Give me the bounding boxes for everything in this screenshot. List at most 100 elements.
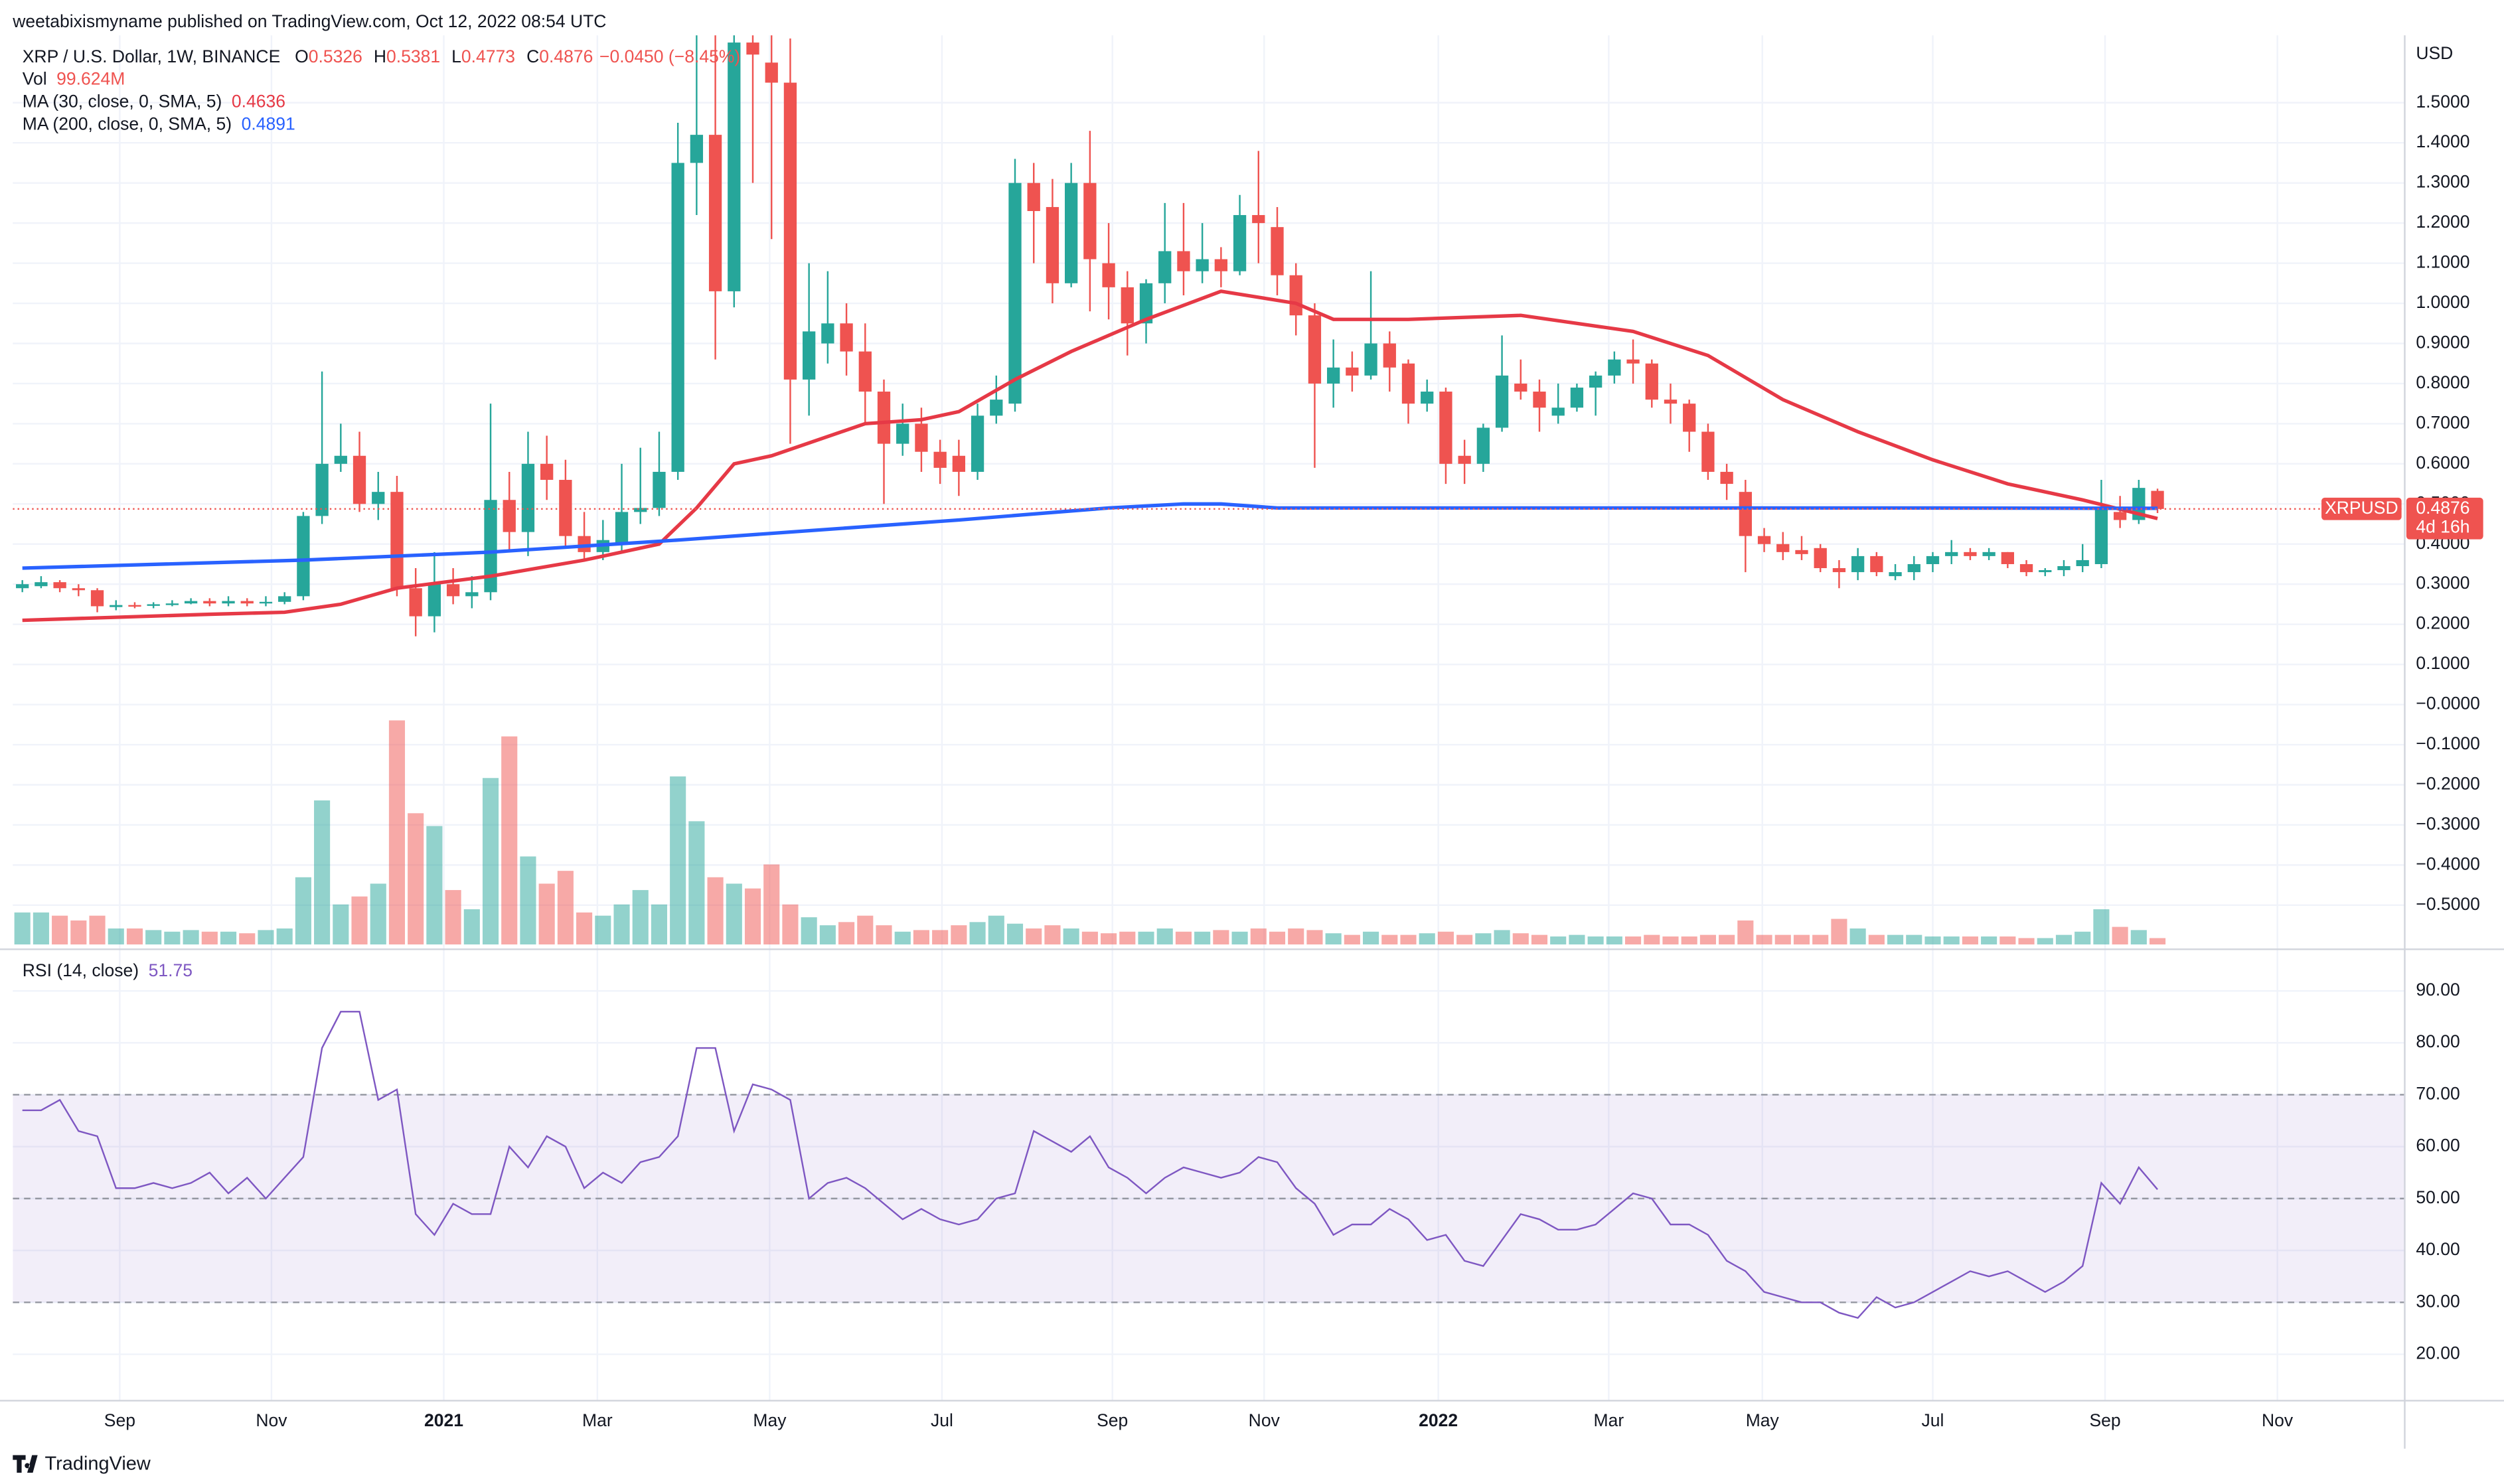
x-tick-label: Sep: [104, 1410, 135, 1430]
volume-bar: [1531, 934, 1548, 945]
candle-body: [72, 588, 85, 591]
volume-bar: [1063, 928, 1079, 945]
candle-body: [1720, 471, 1733, 484]
volume-bar: [1981, 936, 1997, 945]
x-tick-label: May: [1746, 1410, 1780, 1430]
y-tick-label: 1.0000: [2416, 292, 2469, 312]
volume-bar: [2130, 930, 2147, 945]
candle-body: [315, 463, 329, 516]
volume-bar: [333, 904, 349, 945]
candle-body: [783, 82, 797, 380]
candle-body: [1233, 215, 1247, 271]
candle-body: [1982, 552, 1995, 556]
candle-body: [1776, 544, 1790, 552]
rsi-tick-label: 70.00: [2416, 1083, 2460, 1103]
volume-bar: [1456, 934, 1473, 945]
candle-body: [1683, 404, 1696, 432]
candle-body: [1439, 392, 1452, 464]
volume-bar: [445, 890, 461, 945]
candle-body: [16, 584, 29, 589]
volume-bar: [2149, 938, 2166, 945]
candle-body: [634, 508, 647, 512]
volume-bar: [819, 925, 836, 945]
legend-ohlc-value: 0.4773: [461, 46, 515, 66]
candle-body: [1832, 568, 1846, 573]
volume-bar: [1044, 925, 1061, 945]
x-tick-label: Nov: [1249, 1410, 1281, 1430]
candle-body: [559, 480, 572, 536]
candle-body: [1065, 183, 1078, 283]
candle-body: [858, 351, 872, 392]
volume-bar: [295, 877, 311, 945]
volume-bar: [220, 931, 237, 945]
volume-bar: [1325, 933, 1342, 945]
rsi-tick-label: 60.00: [2416, 1136, 2460, 1155]
volume-bar: [89, 915, 106, 945]
candle-body: [2019, 563, 2033, 573]
y-tick-label: 0.2000: [2416, 613, 2469, 633]
candle-body: [746, 42, 759, 55]
candle-body: [653, 471, 666, 508]
candle-body: [1083, 183, 1097, 260]
volume-bar: [1962, 936, 1978, 945]
x-tick-label: Jul: [1922, 1410, 1944, 1430]
legend-volume-name: Vol: [23, 69, 47, 89]
candle-body: [765, 62, 778, 83]
candle-body: [1401, 363, 1415, 404]
price-tag-value: 0.4876: [2416, 498, 2469, 518]
volume-bar: [1699, 934, 1716, 945]
legend-volume-value: 99.624M: [56, 69, 125, 89]
candle-body: [1926, 556, 1940, 564]
y-tick-label: 0.8000: [2416, 372, 2469, 392]
volume-bar: [14, 912, 31, 945]
volume-bar: [1419, 933, 1435, 945]
candle-body: [2094, 508, 2108, 564]
candle-body: [840, 323, 853, 352]
volume-bar: [70, 920, 87, 945]
legend-ohlc-label: O: [295, 46, 309, 66]
legend-rsi: RSI (14, close) 51.75: [23, 960, 193, 980]
moving-average-line: [22, 289, 2158, 623]
candle-body: [615, 512, 629, 544]
symbol-tag-text: XRPUSD: [2325, 498, 2398, 518]
candle-body: [128, 605, 141, 607]
candle-body: [259, 601, 273, 604]
volume-bar: [1625, 936, 1642, 945]
rsi-pane: [13, 1011, 2405, 1319]
volume-bar: [1269, 931, 1286, 945]
candle-body: [1964, 552, 1977, 556]
moving-average-line: [22, 502, 2158, 570]
volume-bar: [707, 877, 724, 945]
volume-bar: [538, 883, 555, 945]
candle-body: [1495, 375, 1509, 428]
x-tick-label: May: [753, 1410, 787, 1430]
volume-bar: [744, 888, 761, 945]
candle-body: [708, 135, 722, 291]
volume-bar: [1081, 931, 1098, 945]
price-tag-countdown: 4d 16h: [2416, 517, 2469, 537]
x-tick-label: Nov: [2262, 1410, 2294, 1430]
candle-body: [465, 592, 479, 597]
y-tick-label: 0.9000: [2416, 332, 2469, 352]
candle-body: [1121, 287, 1134, 324]
legend-ma-value: 0.4891: [242, 113, 295, 133]
candle-body: [1514, 383, 1527, 392]
legend-ohlc-value: 0.4876: [539, 46, 593, 66]
volume-bar: [1569, 934, 1585, 945]
candle-body: [990, 400, 1003, 416]
candle-body: [1139, 283, 1153, 324]
legend-ohlc-value: 0.5381: [386, 46, 440, 66]
candle-body: [1476, 427, 1490, 464]
logo-text: TradingView: [45, 1453, 151, 1475]
volume-bar: [1868, 934, 1885, 945]
price-tag: [2406, 497, 2483, 540]
volume-bar: [463, 909, 480, 945]
candle-body: [1383, 343, 1396, 368]
candle-body: [1626, 359, 1640, 364]
candle-body: [1102, 263, 1115, 287]
volume-bar: [595, 915, 611, 945]
volume-bar: [1606, 936, 1622, 945]
candle-body: [1589, 375, 1603, 388]
candle-body: [971, 415, 984, 472]
candle-body: [240, 601, 254, 604]
